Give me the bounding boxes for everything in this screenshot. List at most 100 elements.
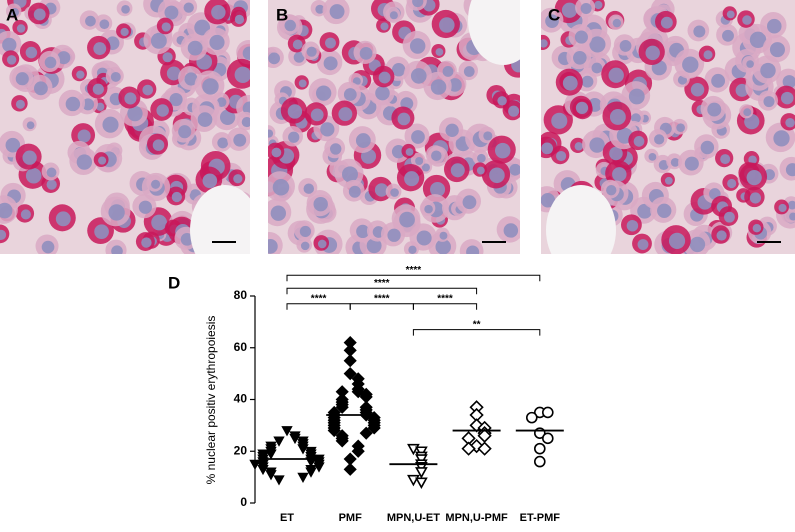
nucleus	[271, 147, 282, 158]
nucleus	[408, 245, 417, 254]
significance-label: ****	[374, 293, 390, 304]
nucleus	[171, 191, 182, 203]
nucleus	[668, 232, 686, 249]
nucleus	[503, 223, 519, 238]
y-tick-label: 80	[234, 288, 248, 302]
nucleus	[581, 75, 594, 88]
nucleus	[707, 102, 722, 117]
nucleus	[541, 142, 554, 155]
nucleus	[782, 75, 795, 89]
nucleus	[300, 241, 310, 251]
nucleus	[749, 31, 767, 49]
nucleus	[399, 211, 415, 228]
x-tick-label: MPN,U-ET	[387, 512, 440, 524]
nucleus	[545, 14, 559, 28]
nucleus	[591, 62, 603, 74]
nucleus	[541, 39, 548, 48]
significance-label: **	[473, 319, 481, 330]
nucleus	[412, 0, 424, 8]
point	[249, 459, 261, 471]
nucleus	[374, 183, 389, 197]
nucleus	[111, 245, 123, 254]
nucleus	[551, 112, 568, 129]
nucleus	[124, 92, 137, 105]
space	[190, 185, 250, 254]
nucleus	[325, 37, 336, 49]
nucleus	[574, 30, 588, 44]
nucleus	[435, 48, 444, 56]
nucleus	[76, 154, 93, 170]
y-tick-label: 0	[240, 495, 247, 509]
point	[305, 467, 317, 478]
nucleus	[450, 163, 465, 178]
point	[477, 441, 492, 456]
nucleus	[767, 18, 782, 34]
micrographs	[0, 0, 795, 254]
space	[546, 185, 616, 254]
nucleus	[435, 239, 451, 254]
nucleus	[121, 4, 130, 14]
nucleus	[509, 163, 520, 176]
nucleus	[292, 39, 303, 50]
nucleus	[785, 117, 795, 128]
nucleus	[313, 196, 328, 212]
nucleus	[306, 46, 317, 57]
nucleus	[287, 104, 303, 119]
nucleus	[20, 209, 31, 220]
nucleus	[631, 113, 641, 124]
nucleus	[15, 72, 29, 86]
nucleus	[164, 5, 179, 20]
nucleus	[242, 101, 250, 116]
nucleus	[366, 238, 382, 254]
nucleus	[660, 16, 673, 29]
nucleus	[589, 137, 605, 153]
nucleus	[110, 71, 121, 82]
nucleus	[752, 223, 762, 233]
nucleus	[341, 166, 358, 183]
significance-bracket	[286, 287, 478, 295]
nucleus	[270, 205, 287, 221]
nucleus	[497, 96, 507, 106]
nucleus	[5, 137, 21, 153]
y-tick-label: 60	[234, 340, 248, 354]
nucleus	[648, 152, 657, 161]
micrograph	[0, 0, 250, 254]
nucleus	[562, 75, 578, 91]
nucleus	[102, 116, 119, 133]
nucleus	[10, 8, 20, 17]
x-tick-label: ET-PMF	[520, 512, 561, 524]
point	[415, 467, 428, 479]
nucleus	[703, 50, 713, 60]
point	[343, 354, 357, 368]
significance-label: ****	[311, 293, 327, 304]
nucleus	[670, 157, 680, 167]
nucleus	[606, 185, 617, 196]
nucleus	[355, 133, 371, 148]
nucleus	[748, 155, 757, 165]
nucleus	[410, 68, 427, 84]
nucleus	[690, 82, 705, 97]
nucleus	[180, 232, 194, 246]
nucleus	[161, 22, 171, 32]
nucleus	[556, 150, 567, 162]
point	[533, 442, 546, 455]
nucleus	[315, 85, 332, 101]
nucleus	[612, 167, 627, 182]
nucleus	[594, 0, 603, 10]
nucleus	[483, 131, 493, 141]
nucleus	[489, 167, 505, 184]
nucleus	[120, 27, 129, 37]
nucleus	[33, 81, 48, 96]
nucleus	[268, 129, 274, 138]
nucleus	[387, 228, 401, 242]
nucleus	[609, 146, 623, 161]
nucleus	[575, 101, 589, 114]
nucleus	[657, 203, 672, 218]
point	[541, 406, 554, 419]
point	[343, 462, 357, 476]
nucleus	[684, 156, 699, 171]
point	[265, 470, 277, 481]
nucleus	[0, 202, 13, 219]
nucleus	[664, 176, 673, 185]
nucleus	[99, 19, 110, 30]
